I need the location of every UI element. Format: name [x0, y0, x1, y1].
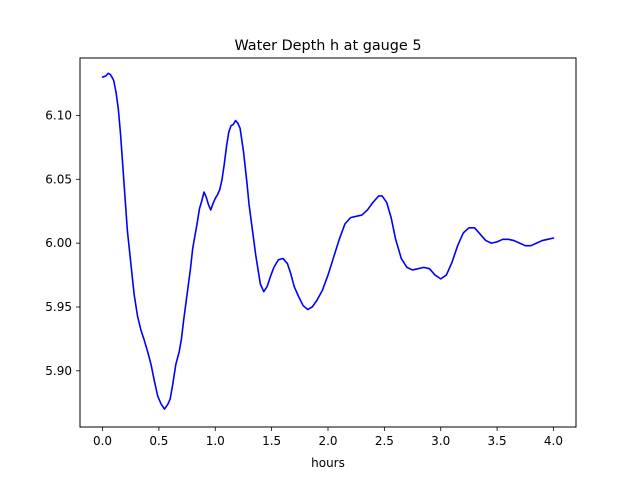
y-tick-label: 6.00 [45, 236, 72, 250]
chart-title: Water Depth h at gauge 5 [234, 38, 421, 54]
x-tick-label: 0.5 [149, 434, 168, 448]
x-tick-label: 2.5 [375, 434, 394, 448]
x-tick-label: 3.0 [431, 434, 450, 448]
x-tick-label: 4.0 [544, 434, 563, 448]
x-tick-label: 0.0 [93, 434, 112, 448]
y-tick-label: 6.05 [45, 172, 72, 186]
x-tick-label: 1.5 [262, 434, 281, 448]
x-tick-label: 3.5 [488, 434, 507, 448]
series-line-0 [101, 72, 555, 410]
x-axis-label: hours [311, 456, 345, 470]
plot-layer: 0.0 0.5 1.0 1.5 2.0 2.5 3.0 3.5 4.0 5.90 5.95 6.00 6… [45, 57, 577, 448]
y-tick-label: 6.10 [45, 108, 72, 122]
y-tick-label: 5.95 [45, 300, 72, 314]
y-tick-label: 5.90 [45, 364, 72, 378]
x-tick-label: 2.0 [318, 434, 337, 448]
x-tick-label: 1.0 [206, 434, 225, 448]
